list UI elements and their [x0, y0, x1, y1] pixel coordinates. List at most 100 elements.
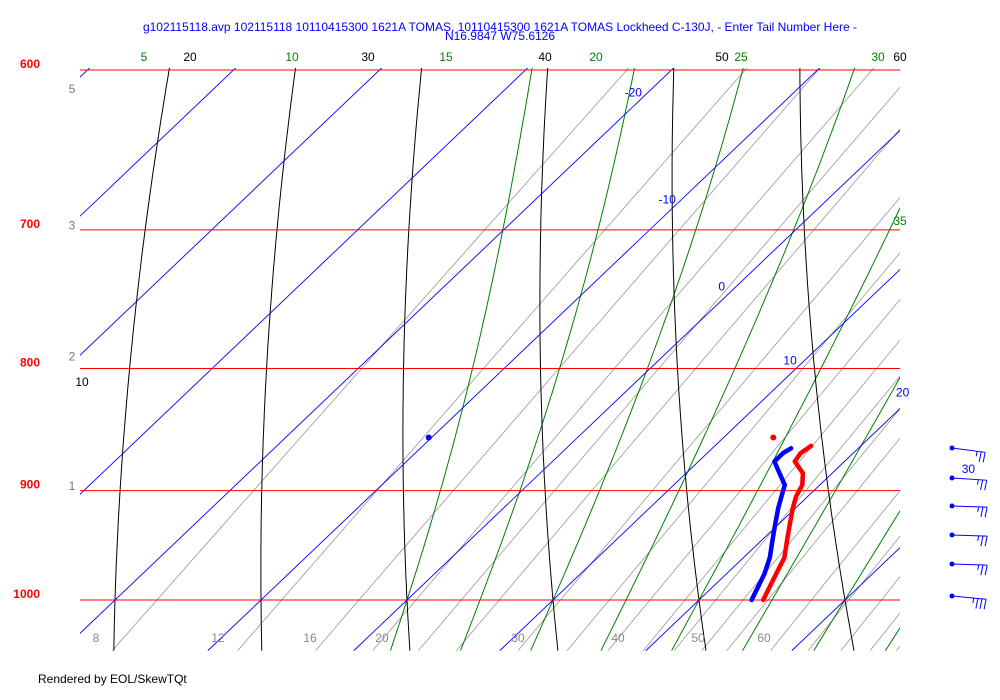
wind-barb-flag: [984, 480, 988, 491]
dry-adiabats: [113, 0, 1000, 651]
mixing-ratio-line: [566, 252, 900, 651]
isotherm-label: 20: [896, 385, 910, 399]
bottom-axis-label: 40: [611, 631, 625, 645]
wind-barb-flag: [984, 507, 988, 518]
wind-barb-flag: [978, 451, 982, 462]
mixing-ratio-line: [701, 408, 900, 651]
mixing-ratio-line: [517, 197, 900, 651]
sounding-profiles: [425, 434, 814, 603]
dry-adiabat: [402, 68, 423, 651]
wind-barb-half-flag: [975, 451, 978, 457]
chart-subtitle: N16.9847 W75.6126: [444, 29, 556, 43]
wind-barb-shaft: [951, 477, 987, 481]
bottom-axis-label: 20: [375, 631, 389, 645]
mixing-ratio-line: [869, 612, 900, 651]
isotherm-line: [80, 68, 91, 78]
moist-adiabat-label: 15: [439, 50, 453, 64]
bottom-axis-label: 30: [511, 631, 525, 645]
dry-adiabat-label: 50: [715, 50, 729, 64]
moist-adiabat: [742, 376, 900, 651]
mixing-ratio-line: [237, 68, 748, 651]
bottom-axis-label: 16: [303, 631, 317, 645]
isotherms: [80, 68, 900, 651]
mixing-ratio-line: [982, 0, 1000, 651]
wind-barb-shaft: [951, 534, 988, 537]
moist-adiabat: [813, 509, 900, 651]
mixing-ratio-line: [770, 490, 900, 651]
isotherm-line: [499, 268, 900, 651]
mixing-ratio-line: [417, 86, 900, 651]
moist-adiabat: [460, 68, 636, 651]
mixing-ratio-line: [726, 437, 900, 651]
wind-barb-flag: [980, 506, 984, 518]
dry-adiabat-label: 60: [893, 50, 907, 64]
isotherm-line: [80, 68, 675, 634]
axis-labels: 60070080090010001235-20-1001020304081216…: [13, 50, 975, 645]
moist-adiabat-label: 30: [871, 50, 885, 64]
height-label: 1: [69, 479, 76, 493]
sounding-point: [770, 434, 777, 441]
moist-adiabat: [530, 68, 744, 651]
mixing-ratio-line: [673, 375, 900, 651]
isotherm-line: [80, 68, 237, 217]
mixing-ratio-line: [372, 68, 875, 651]
mixing-ratio-line: [456, 128, 900, 651]
isotherm-line: [791, 546, 900, 651]
wind-barb: [949, 503, 988, 518]
wind-barb-flag: [975, 598, 979, 609]
wind-barb: [949, 445, 986, 463]
moist-adiabat: [884, 626, 900, 651]
isotherm-line: [645, 407, 900, 651]
dry-adiabat: [924, 0, 1000, 651]
moist-adiabat: [671, 206, 900, 651]
footer-credit: Rendered by EOL/SkewTQt: [38, 672, 187, 686]
wind-barb: [949, 593, 987, 610]
pressure-label: 900: [20, 478, 40, 492]
pressure-label: 700: [20, 217, 40, 231]
wind-barb-flag: [980, 479, 984, 491]
wind-barb-half-flag: [976, 479, 979, 485]
wind-barb-shaft: [951, 563, 988, 566]
dewpoint-profile: [749, 446, 794, 603]
dry-adiabat-label: 40: [538, 50, 552, 64]
bottom-axis-label: 60: [757, 631, 771, 645]
mixing-ratio-line: [642, 339, 900, 651]
moist-adiabat: [957, 0, 1000, 651]
dry-adiabat: [671, 68, 707, 651]
dry-adiabat: [799, 68, 855, 651]
moist-adiabat-label: 10: [285, 50, 299, 64]
moist-adiabat-label: 25: [734, 50, 748, 64]
mixing-ratio-lines: [111, 0, 1000, 651]
wind-barb-flag: [984, 565, 988, 576]
height-label: 3: [69, 218, 76, 232]
wind-barb-shaft: [951, 505, 988, 508]
wind-barb-flag: [982, 452, 986, 463]
pressure-label: 1000: [13, 587, 40, 601]
temperature-profile: [760, 443, 814, 603]
wind-barb-shaft: [951, 447, 986, 453]
wind-barb-flag: [984, 536, 988, 547]
wind-barb-half-flag: [972, 597, 975, 604]
dry-adiabat-label: 10: [75, 375, 89, 389]
wind-barb-half-flag: [977, 564, 980, 570]
wind-barb-flag: [980, 564, 984, 576]
sounding-point: [425, 434, 432, 441]
wind-barb-half-flag: [977, 535, 980, 541]
bottom-axis-label: 50: [691, 631, 705, 645]
dry-adiabat: [539, 68, 559, 651]
isotherm-label: 10: [783, 353, 797, 367]
wind-barb: [949, 532, 988, 547]
bottom-axis-label: 8: [93, 631, 100, 645]
height-label: 5: [69, 82, 76, 96]
moist-adiabats: [389, 0, 1000, 651]
wind-barb-shaft: [951, 595, 987, 600]
dry-adiabat: [260, 68, 297, 651]
height-label: 2: [69, 350, 76, 364]
mixing-ratio-line: [607, 298, 900, 651]
mixing-ratio-line: [807, 535, 900, 651]
wind-barb: [949, 561, 988, 576]
isotherm-label: 0: [718, 280, 725, 294]
mixing-ratio-line: [111, 68, 630, 651]
wind-barb: [949, 475, 988, 491]
